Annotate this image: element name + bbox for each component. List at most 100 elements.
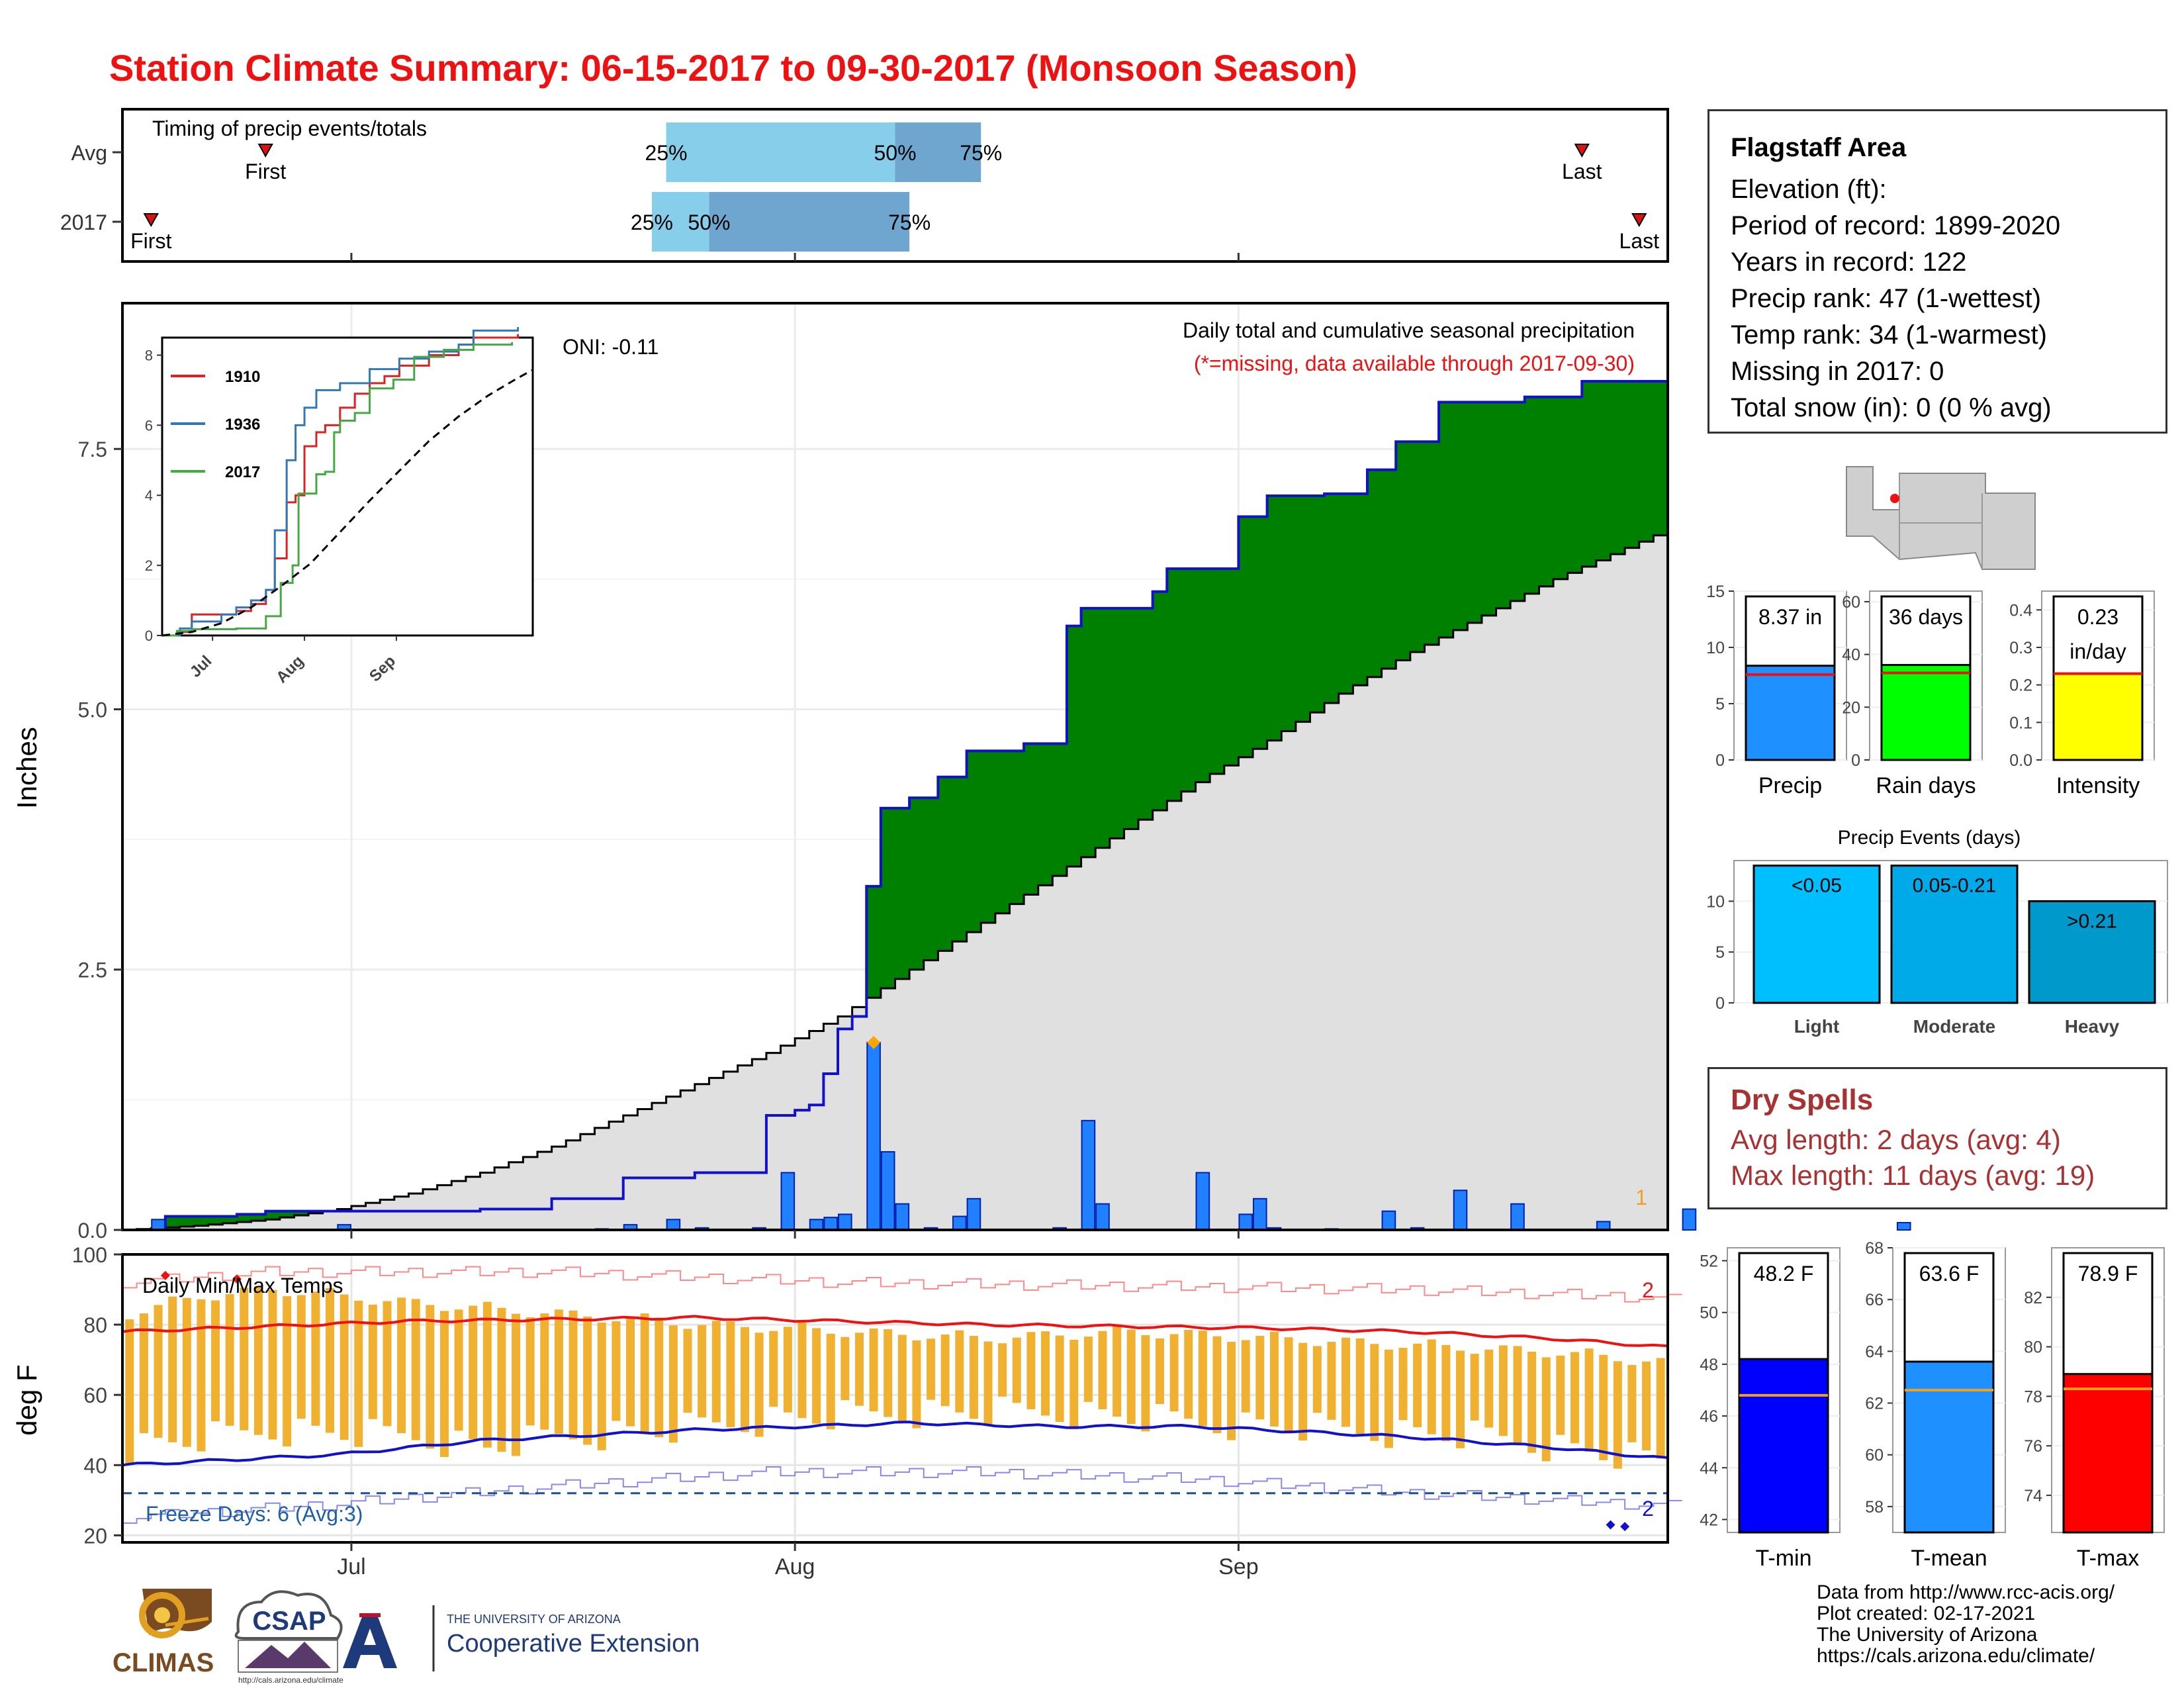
daily-precip-bar [838, 1213, 852, 1231]
daily-temp-bar [668, 1325, 678, 1443]
daily-temp-bar [1012, 1337, 1021, 1403]
daily-temp-bar [439, 1311, 449, 1458]
above-average-area [966, 751, 981, 933]
daily-temp-bar [1026, 1332, 1036, 1409]
daily-temp-bar [597, 1322, 606, 1450]
above-average-area [923, 798, 938, 961]
timing-bar-50-75 [709, 192, 910, 252]
above-average-area [1095, 608, 1111, 848]
above-average-area [1510, 402, 1525, 601]
precip-events-title: Precip Events (days) [1838, 827, 2021, 849]
record-low-marker [1620, 1522, 1630, 1532]
above-average-area [895, 808, 910, 979]
daily-temp-bar [240, 1288, 249, 1430]
station-temp-rank: Temp rank: 34 (1-warmest) [1731, 320, 2047, 350]
daily-temp-bar [640, 1313, 649, 1432]
daily-temp-bar [1312, 1346, 1322, 1413]
temp-summary-t-mean-value-label: 63.6 F [1919, 1262, 1979, 1286]
events-y-tick-label: 10 [1706, 892, 1725, 911]
daily-precip-bar [666, 1219, 681, 1231]
temp-y-tick-label: 60 [83, 1383, 107, 1407]
daily-temp-bar [683, 1329, 692, 1413]
footer-line: Plot created: 02-17-2021 [1817, 1603, 2036, 1624]
daily-temp-bar [311, 1291, 320, 1426]
above-average-area [952, 776, 968, 942]
above-average-area [279, 1211, 295, 1218]
record-low-marker [1606, 1520, 1615, 1530]
above-average-area [1467, 402, 1482, 623]
totals-intensity-y-tick-label: 0.1 [2009, 714, 2032, 732]
station-period: Period of record: 1899-2020 [1731, 211, 2061, 240]
above-average-area [938, 776, 953, 951]
temp-x-tick-label: Jul [337, 1554, 365, 1579]
record-high-marker [232, 1274, 242, 1284]
above-average-area [1238, 516, 1253, 757]
daily-temp-bar [998, 1343, 1007, 1397]
daily-temp-bar [469, 1305, 478, 1440]
precip-y-tick-label: 0.0 [78, 1219, 107, 1243]
daily-temp-bar [797, 1322, 807, 1419]
temp-summary-t-max-bar [2062, 1373, 2154, 1534]
climas-logo-text: CLIMAS [113, 1648, 214, 1677]
daily-temp-bar [411, 1299, 420, 1440]
timing-last-marker [1631, 213, 1647, 228]
above-average-area [1152, 591, 1167, 811]
precip-event-category: Moderate [1913, 1016, 1995, 1037]
temp-summary-t-max-y-tick-label: 74 [2024, 1487, 2042, 1505]
daily-temp-bar [655, 1319, 664, 1438]
record-high-marker [160, 1270, 170, 1280]
daily-temp-bar [1584, 1348, 1594, 1452]
daily-temp-bar [1069, 1339, 1079, 1430]
daily-temp-bar [268, 1289, 277, 1440]
above-average-area [1081, 608, 1096, 857]
inset-y-tick-label: 6 [145, 417, 153, 434]
daily-temp-bar [854, 1333, 864, 1406]
above-average-area [251, 1214, 266, 1221]
station-missing: Missing in 2017: 0 [1731, 357, 1944, 386]
daily-temp-bar [983, 1341, 993, 1425]
daily-temp-bar [482, 1301, 492, 1448]
temp-summary-t-max-value-label: 78.9 F [2078, 1262, 2138, 1286]
above-average-area [1267, 496, 1282, 741]
temp-summary-t-max-category-label: T-max [2077, 1546, 2139, 1571]
daily-temp-bar [1126, 1329, 1136, 1425]
temp-y-tick-label: 20 [83, 1524, 107, 1548]
daily-precip-bar [780, 1172, 796, 1231]
above-average-area [866, 886, 882, 998]
inset-y-tick-label: 0 [145, 628, 153, 644]
temp-chart-title: Daily Min/Max Temps [142, 1274, 343, 1297]
inset-average-line [161, 369, 533, 637]
daily-temp-bar [1198, 1331, 1207, 1427]
daily-temp-bar [1241, 1340, 1250, 1413]
above-average-area [208, 1216, 223, 1225]
csap-url: http://cals.arizona.edu/climate [238, 1675, 343, 1685]
totals-rain-days-category-label: Rain days [1876, 773, 1976, 798]
daily-temp-bar [583, 1316, 592, 1445]
daily-temp-bar [841, 1336, 850, 1401]
daily-temp-bar [754, 1333, 764, 1437]
daily-temp-bar [698, 1325, 707, 1418]
timing-panel: Timing of precip events/totals Avg 25% 50%… [60, 108, 1669, 263]
daily-temp-bar [1556, 1355, 1565, 1435]
timing-first-marker [143, 213, 159, 228]
daily-precip-bar [1238, 1213, 1253, 1231]
daily-temp-bar [1327, 1342, 1336, 1420]
temp-y-tick-label: 80 [83, 1313, 107, 1337]
missing-count: 1 [1635, 1186, 1647, 1209]
above-average-area [995, 751, 1011, 914]
csap-logo-text: CSAP [252, 1607, 326, 1636]
daily-temp-bar [1083, 1336, 1093, 1402]
temp-summary-t-min-y-tick-label: 48 [1700, 1356, 1718, 1374]
totals-rain-days-y-tick-label: 0 [1851, 751, 1860, 770]
daily-precip-bar [1682, 1208, 1697, 1231]
daily-temp-bar [769, 1331, 778, 1407]
above-average-area [294, 1211, 309, 1215]
inset-series-2017 [162, 342, 514, 637]
daily-precip-bar [1896, 1221, 1911, 1231]
above-average-area [1481, 402, 1497, 616]
above-average-area [1367, 469, 1383, 677]
totals-intensity-y-tick-label: 0.2 [2009, 677, 2032, 695]
station-info-box: Flagstaff Area Elevation (ft): Period of… [1707, 109, 2167, 434]
daily-temp-bar [1484, 1349, 1494, 1428]
daily-temp-bar [426, 1305, 435, 1449]
